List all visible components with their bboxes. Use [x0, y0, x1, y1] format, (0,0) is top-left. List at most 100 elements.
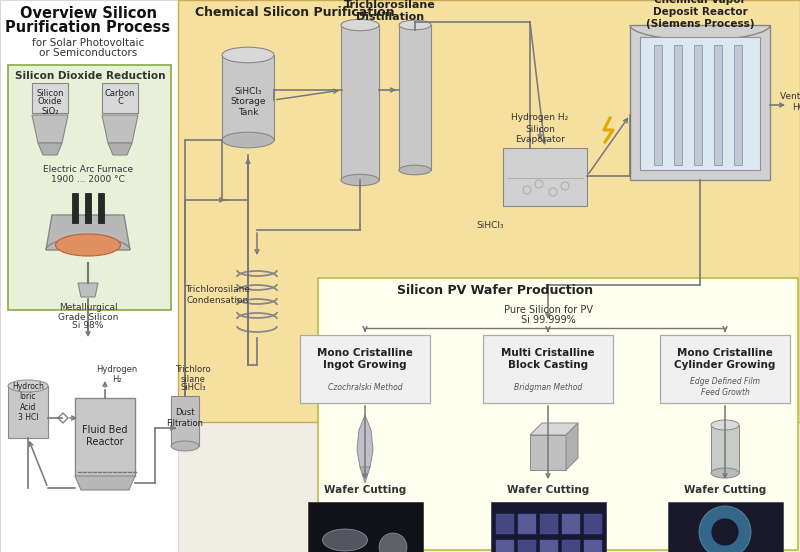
FancyBboxPatch shape: [714, 45, 722, 165]
FancyBboxPatch shape: [483, 335, 613, 403]
Ellipse shape: [8, 380, 48, 392]
FancyBboxPatch shape: [562, 540, 580, 552]
FancyBboxPatch shape: [75, 398, 135, 476]
FancyBboxPatch shape: [171, 396, 199, 446]
Text: silane: silane: [181, 374, 206, 384]
FancyBboxPatch shape: [562, 514, 580, 534]
Ellipse shape: [222, 47, 274, 63]
Text: Edge Defined Film
Feed Growth: Edge Defined Film Feed Growth: [690, 378, 760, 397]
Text: SiO₂: SiO₂: [42, 107, 58, 115]
FancyBboxPatch shape: [496, 540, 514, 552]
Text: Wafer Cutting: Wafer Cutting: [507, 485, 589, 495]
Ellipse shape: [171, 441, 199, 451]
Text: Chemical Silicon Purification: Chemical Silicon Purification: [195, 6, 395, 19]
Text: Multi Cristalline
Block Casting: Multi Cristalline Block Casting: [501, 348, 595, 370]
FancyBboxPatch shape: [222, 55, 274, 140]
Polygon shape: [102, 115, 138, 143]
Ellipse shape: [222, 132, 274, 148]
Ellipse shape: [399, 165, 431, 175]
FancyBboxPatch shape: [540, 540, 558, 552]
Text: Hydrogen H₂: Hydrogen H₂: [511, 114, 569, 123]
FancyBboxPatch shape: [341, 25, 379, 180]
Text: Metallurgical: Metallurgical: [58, 304, 118, 312]
Text: Oxide: Oxide: [38, 98, 62, 107]
FancyBboxPatch shape: [503, 148, 587, 206]
Polygon shape: [46, 215, 130, 250]
Polygon shape: [38, 143, 62, 155]
FancyBboxPatch shape: [518, 514, 536, 534]
Polygon shape: [530, 435, 566, 470]
FancyBboxPatch shape: [660, 335, 790, 403]
FancyBboxPatch shape: [496, 514, 514, 534]
Text: Vent Gas
HCl: Vent Gas HCl: [780, 92, 800, 112]
Text: SiHCl₃: SiHCl₃: [180, 384, 206, 392]
Polygon shape: [357, 415, 373, 473]
Text: Silicon: Silicon: [525, 125, 555, 135]
FancyBboxPatch shape: [308, 502, 423, 552]
FancyBboxPatch shape: [300, 335, 430, 403]
Text: for Solar Photovoltaic: for Solar Photovoltaic: [32, 38, 144, 48]
Text: Wafer Cutting: Wafer Cutting: [684, 485, 766, 495]
FancyBboxPatch shape: [8, 65, 171, 310]
FancyBboxPatch shape: [694, 45, 702, 165]
Text: H₂: H₂: [112, 375, 122, 385]
Text: Mono Cristalline
Cylinder Growing: Mono Cristalline Cylinder Growing: [674, 348, 776, 370]
FancyBboxPatch shape: [674, 45, 682, 165]
Ellipse shape: [322, 529, 367, 551]
Polygon shape: [75, 476, 135, 490]
Ellipse shape: [711, 468, 739, 478]
Ellipse shape: [399, 20, 431, 30]
FancyBboxPatch shape: [654, 45, 662, 165]
Text: 1900 ... 2000 °C: 1900 ... 2000 °C: [51, 176, 125, 184]
Ellipse shape: [341, 174, 379, 185]
FancyBboxPatch shape: [399, 25, 431, 170]
FancyBboxPatch shape: [98, 193, 104, 223]
FancyBboxPatch shape: [8, 386, 48, 438]
Text: Bridgman Method: Bridgman Method: [514, 383, 582, 391]
Text: Fluid Bed
Reactor: Fluid Bed Reactor: [82, 425, 128, 447]
FancyBboxPatch shape: [178, 0, 800, 422]
Circle shape: [699, 506, 751, 552]
FancyBboxPatch shape: [518, 540, 536, 552]
FancyBboxPatch shape: [72, 193, 78, 223]
FancyBboxPatch shape: [734, 45, 742, 165]
FancyBboxPatch shape: [640, 37, 760, 170]
Text: or Semiconductors: or Semiconductors: [39, 48, 137, 58]
FancyBboxPatch shape: [85, 193, 91, 223]
Text: Grade Silicon: Grade Silicon: [58, 312, 118, 321]
Polygon shape: [360, 467, 370, 483]
Text: SiHCl₃
Storage
Tank: SiHCl₃ Storage Tank: [230, 87, 266, 117]
FancyBboxPatch shape: [318, 278, 798, 550]
Text: Si 99.999%: Si 99.999%: [521, 315, 575, 325]
Text: SiHCl₃: SiHCl₃: [476, 220, 504, 230]
Circle shape: [379, 533, 407, 552]
Text: Silicon PV Wafer Production: Silicon PV Wafer Production: [397, 284, 593, 296]
Text: Electric Arc Furnace: Electric Arc Furnace: [43, 166, 133, 174]
Polygon shape: [566, 423, 578, 470]
Polygon shape: [32, 115, 68, 143]
Text: Chemical Vapor
Deposit Reactor
(Siemens Process): Chemical Vapor Deposit Reactor (Siemens …: [646, 0, 754, 29]
Text: Evaporator: Evaporator: [515, 135, 565, 144]
FancyBboxPatch shape: [630, 25, 770, 180]
Text: Mono Cristalline
Ingot Growing: Mono Cristalline Ingot Growing: [317, 348, 413, 370]
FancyBboxPatch shape: [0, 0, 178, 552]
Text: Czochralski Method: Czochralski Method: [328, 383, 402, 391]
FancyBboxPatch shape: [491, 502, 606, 552]
Polygon shape: [78, 283, 98, 297]
Text: Hydroch
loric
Acid
3 HCl: Hydroch loric Acid 3 HCl: [12, 382, 44, 422]
Text: Si 98%: Si 98%: [72, 321, 104, 331]
Text: Trichloro: Trichloro: [175, 365, 211, 374]
Text: Purification Process: Purification Process: [6, 19, 170, 34]
FancyBboxPatch shape: [584, 514, 602, 534]
Text: Silicon: Silicon: [36, 88, 64, 98]
Text: Silicon Dioxide Reduction: Silicon Dioxide Reduction: [14, 71, 166, 81]
FancyBboxPatch shape: [102, 83, 138, 113]
Polygon shape: [530, 423, 578, 435]
Circle shape: [711, 518, 739, 546]
FancyBboxPatch shape: [32, 83, 68, 113]
Text: Wafer Cutting: Wafer Cutting: [324, 485, 406, 495]
Text: Dust
Filtration: Dust Filtration: [166, 408, 203, 428]
FancyBboxPatch shape: [711, 425, 739, 473]
Polygon shape: [108, 143, 132, 155]
FancyBboxPatch shape: [540, 514, 558, 534]
